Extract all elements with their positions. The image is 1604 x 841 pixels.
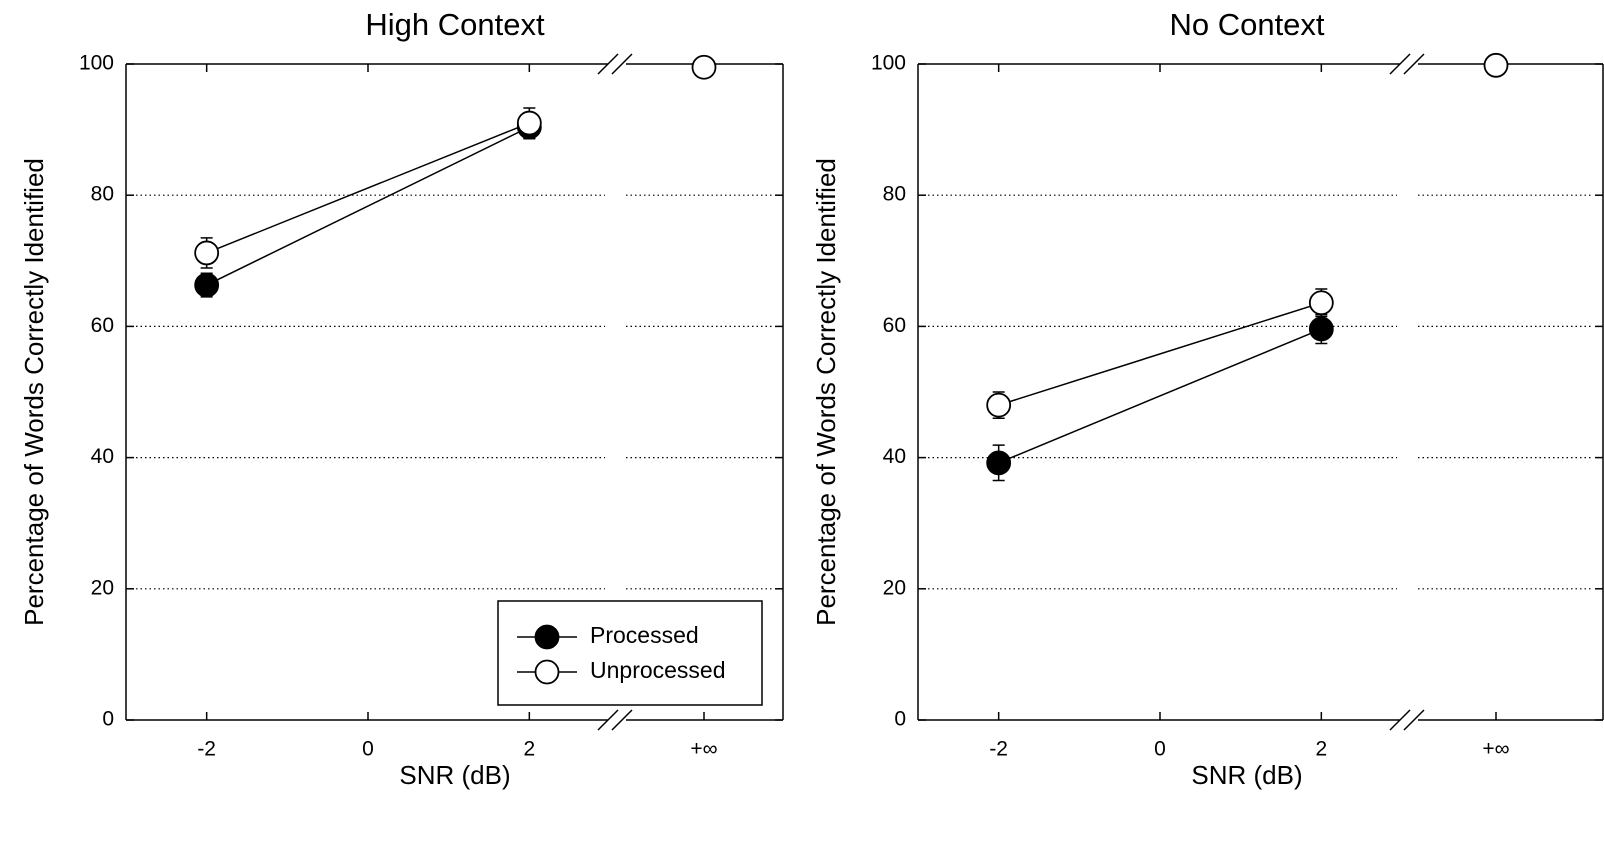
legend-marker [534, 659, 560, 685]
y-tick-label: 100 [79, 52, 114, 75]
x-tick-label: 0 [362, 738, 374, 761]
y-tick-label: 0 [102, 708, 114, 731]
series-line [206, 126, 530, 286]
marker [1308, 290, 1334, 316]
marker [194, 272, 220, 298]
y-tick-label: 80 [91, 183, 114, 206]
marker [1308, 316, 1334, 342]
x-tick-label: -2 [197, 738, 216, 761]
x-axis-label: SNR (dB) [399, 760, 510, 790]
series-line [998, 302, 1322, 406]
y-tick-label: 40 [883, 445, 906, 468]
axis-break [1403, 53, 1425, 75]
marker [194, 240, 220, 266]
y-tick-label: 40 [91, 445, 114, 468]
axis-break [1389, 709, 1411, 731]
chart-title: High Context [365, 7, 545, 42]
axis-break [597, 709, 619, 731]
chart-title: No Context [1169, 7, 1324, 42]
marker [986, 392, 1012, 418]
y-tick-label: 100 [871, 52, 906, 75]
axis-break [1403, 709, 1425, 731]
x-tick-label: 2 [1315, 738, 1327, 761]
y-tick-label: 20 [883, 576, 906, 599]
axis-break [1389, 53, 1411, 75]
axis-break [597, 53, 619, 75]
x-tick-label: +∞ [690, 738, 717, 761]
x-tick-label: 2 [523, 738, 535, 761]
legend-label: Processed [590, 622, 699, 648]
x-tick-label: 0 [1154, 738, 1166, 761]
marker [986, 450, 1012, 476]
x-axis-label: SNR (dB) [1191, 760, 1302, 790]
x-tick-label: +∞ [1482, 738, 1509, 761]
y-tick-label: 60 [91, 314, 114, 337]
legend-box [497, 600, 763, 706]
y-tick-label: 60 [883, 314, 906, 337]
series-line [206, 122, 530, 254]
series-line [998, 328, 1322, 464]
axis-break [611, 709, 633, 731]
y-axis-label: Percentage of Words Correctly Identified [811, 158, 841, 626]
x-tick-label: -2 [989, 738, 1008, 761]
y-tick-label: 20 [91, 576, 114, 599]
legend-marker [534, 624, 560, 650]
marker [1483, 52, 1509, 78]
marker [691, 54, 717, 80]
y-tick-label: 0 [894, 708, 906, 731]
y-tick-label: 80 [883, 183, 906, 206]
y-axis-label: Percentage of Words Correctly Identified [19, 158, 49, 626]
marker [516, 110, 542, 136]
legend-label: Unprocessed [590, 657, 726, 683]
axis-break [611, 53, 633, 75]
